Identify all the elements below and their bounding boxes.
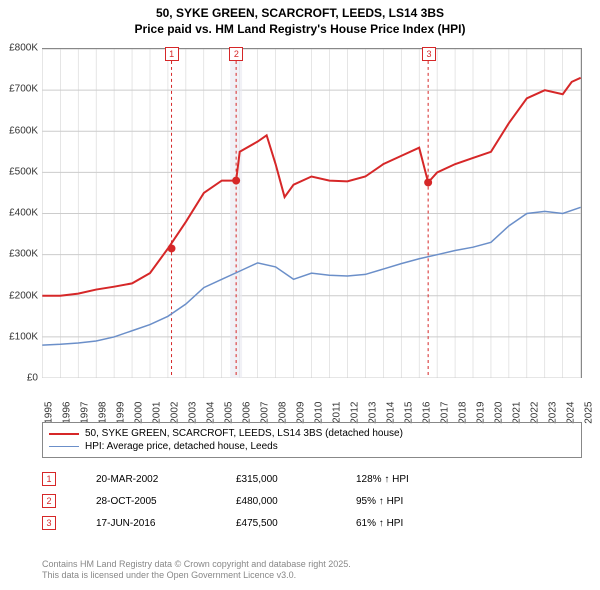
x-tick-label: 2002 — [170, 402, 181, 424]
y-tick-label: £500K — [9, 166, 38, 177]
event-marker-box: 3 — [422, 47, 436, 61]
event-marker-box: 1 — [165, 47, 179, 61]
y-tick-label: £800K — [9, 43, 38, 54]
event-row: 1 20-MAR-2002 £315,000 128% ↑ HPI — [42, 468, 582, 490]
x-tick-label: 2004 — [206, 402, 217, 424]
event-num-box: 1 — [42, 472, 56, 486]
y-tick-label: £300K — [9, 249, 38, 260]
x-tick-label: 1995 — [44, 402, 55, 424]
y-tick-label: £700K — [9, 84, 38, 95]
x-tick-label: 2014 — [386, 402, 397, 424]
event-price: £315,000 — [236, 474, 316, 485]
y-axis-labels: £0£100K£200K£300K£400K£500K£600K£700K£80… — [0, 48, 40, 378]
event-date: 20-MAR-2002 — [96, 474, 196, 485]
x-tick-label: 2008 — [278, 402, 289, 424]
y-tick-label: £100K — [9, 331, 38, 342]
x-tick-label: 2022 — [530, 402, 541, 424]
event-pct: 128% ↑ HPI — [356, 474, 409, 485]
chart-svg — [42, 49, 581, 378]
x-tick-label: 2025 — [584, 402, 595, 424]
x-tick-label: 2020 — [494, 402, 505, 424]
event-row: 3 17-JUN-2016 £475,500 61% ↑ HPI — [42, 512, 582, 534]
x-tick-label: 2006 — [242, 402, 253, 424]
y-tick-label: £0 — [27, 373, 38, 384]
event-date: 17-JUN-2016 — [96, 518, 196, 529]
legend-swatch — [49, 433, 79, 435]
event-pct: 61% ↑ HPI — [356, 518, 403, 529]
y-tick-label: £600K — [9, 125, 38, 136]
legend-label: HPI: Average price, detached house, Leed… — [85, 441, 278, 452]
x-tick-label: 2021 — [512, 402, 523, 424]
x-tick-label: 2003 — [188, 402, 199, 424]
chart-plot-area: 1 2 3 — [42, 48, 582, 378]
x-tick-label: 1999 — [116, 402, 127, 424]
x-tick-label: 2000 — [134, 402, 145, 424]
x-tick-label: 2007 — [260, 402, 271, 424]
x-tick-label: 2015 — [404, 402, 415, 424]
event-num-box: 3 — [42, 516, 56, 530]
x-tick-label: 2017 — [440, 402, 451, 424]
legend-label: 50, SYKE GREEN, SCARCROFT, LEEDS, LS14 3… — [85, 428, 403, 439]
x-tick-label: 1998 — [98, 402, 109, 424]
x-tick-label: 2019 — [476, 402, 487, 424]
footer-attribution: Contains HM Land Registry data © Crown c… — [42, 559, 351, 582]
chart-legend: 50, SYKE GREEN, SCARCROFT, LEEDS, LS14 3… — [42, 422, 582, 458]
event-date: 28-OCT-2005 — [96, 496, 196, 507]
legend-swatch — [49, 446, 79, 448]
x-tick-label: 2010 — [314, 402, 325, 424]
footer-line1: Contains HM Land Registry data © Crown c… — [42, 559, 351, 571]
event-pct: 95% ↑ HPI — [356, 496, 403, 507]
x-axis-labels: 1995199619971998199920002001200220032004… — [42, 380, 582, 420]
event-num-box: 2 — [42, 494, 56, 508]
legend-item: HPI: Average price, detached house, Leed… — [49, 440, 575, 453]
event-price: £475,500 — [236, 518, 316, 529]
x-tick-label: 1996 — [62, 402, 73, 424]
x-tick-label: 2018 — [458, 402, 469, 424]
event-marker-box: 2 — [229, 47, 243, 61]
x-tick-label: 2023 — [548, 402, 559, 424]
x-tick-label: 2012 — [350, 402, 361, 424]
x-tick-label: 2009 — [296, 402, 307, 424]
x-tick-label: 2016 — [422, 402, 433, 424]
x-tick-label: 2001 — [152, 402, 163, 424]
chart-title-line1: 50, SYKE GREEN, SCARCROFT, LEEDS, LS14 3… — [0, 0, 600, 22]
y-tick-label: £400K — [9, 208, 38, 219]
chart-title-line2: Price paid vs. HM Land Registry's House … — [0, 22, 600, 36]
x-tick-label: 2011 — [331, 402, 342, 424]
x-tick-label: 2013 — [368, 402, 379, 424]
event-row: 2 28-OCT-2005 £480,000 95% ↑ HPI — [42, 490, 582, 512]
event-price: £480,000 — [236, 496, 316, 507]
footer-line2: This data is licensed under the Open Gov… — [42, 570, 351, 582]
legend-item: 50, SYKE GREEN, SCARCROFT, LEEDS, LS14 3… — [49, 427, 575, 440]
chart-container: 50, SYKE GREEN, SCARCROFT, LEEDS, LS14 3… — [0, 0, 600, 590]
y-tick-label: £200K — [9, 290, 38, 301]
x-tick-label: 2005 — [224, 402, 235, 424]
x-tick-label: 2024 — [566, 402, 577, 424]
event-table: 1 20-MAR-2002 £315,000 128% ↑ HPI2 28-OC… — [42, 468, 582, 534]
x-tick-label: 1997 — [80, 402, 91, 424]
